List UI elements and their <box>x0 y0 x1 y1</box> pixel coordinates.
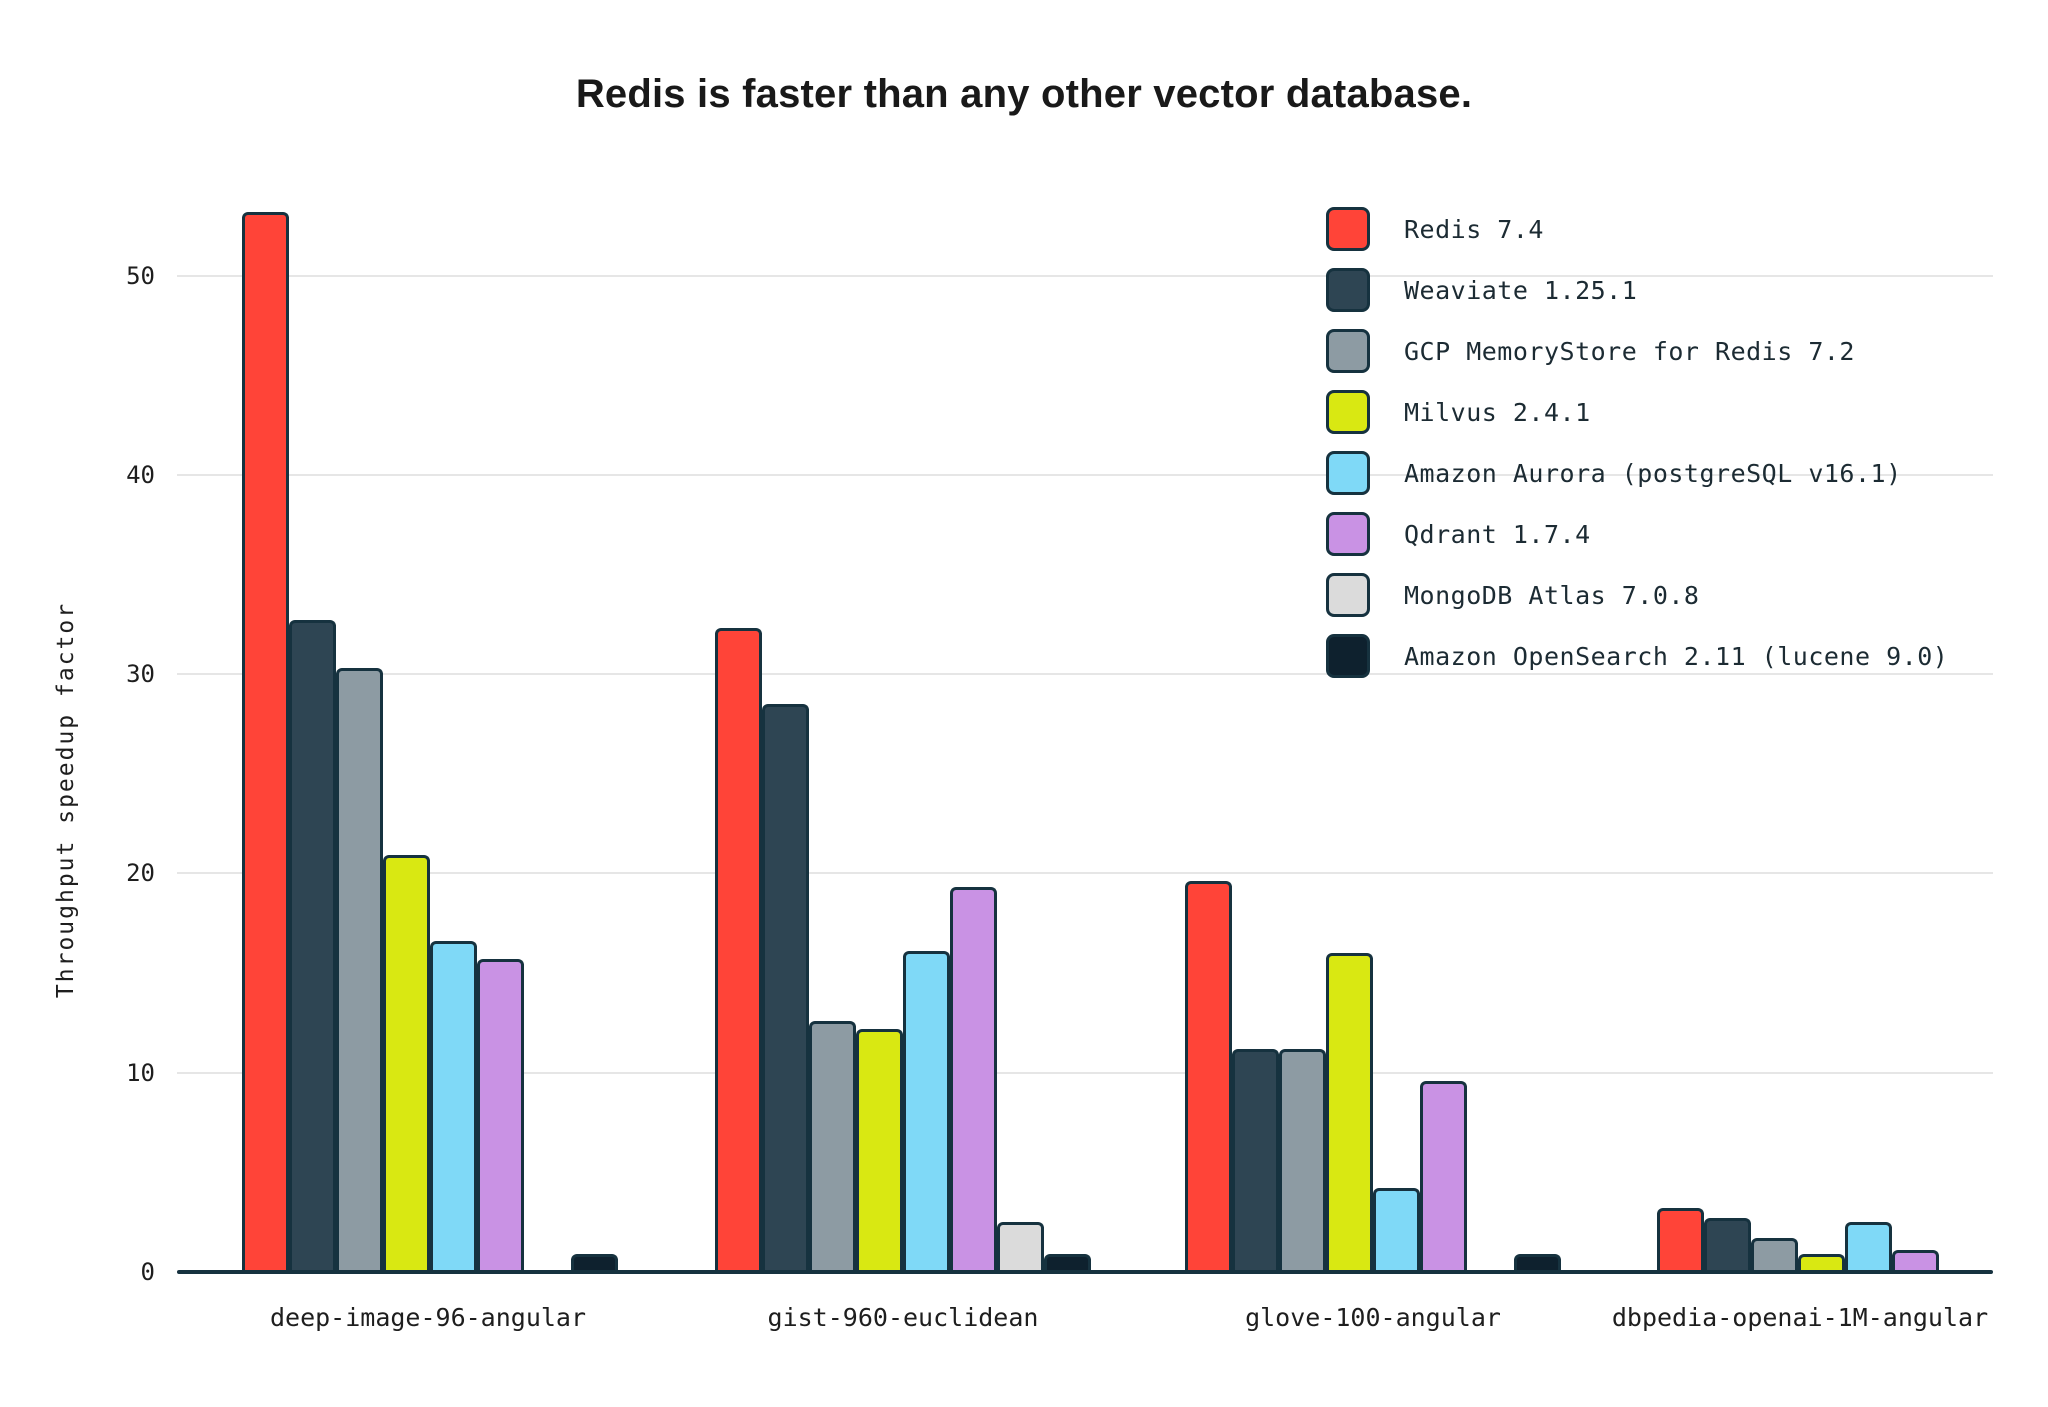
y-tick-label-10: 10 <box>126 1058 155 1087</box>
bar-redis-7-4-glove-100-angular <box>1185 881 1232 1272</box>
legend-label-amazon-aurora-postgresql-v16-1: Amazon Aurora (postgreSQL v16.1) <box>1404 458 1902 488</box>
legend-item-qdrant-1-7-4: Qdrant 1.7.4 <box>1326 512 1948 556</box>
bar-amazon-aurora-postgresql-v16-1-deep-image-96-angular <box>430 941 477 1272</box>
bar-gcp-memorystore-for-redis-7-2-deep-image-96-angular <box>336 668 383 1272</box>
legend-swatch-gcp-memorystore-for-redis-7-2 <box>1326 329 1370 373</box>
legend-swatch-weaviate-1-25-1 <box>1326 268 1370 312</box>
legend-item-mongodb-atlas-7-0-8: MongoDB Atlas 7.0.8 <box>1326 573 1948 617</box>
bar-milvus-2-4-1-glove-100-angular <box>1326 953 1373 1272</box>
gridline-20 <box>177 872 1993 875</box>
gridline-40 <box>177 473 1993 476</box>
y-tick-label-40: 40 <box>126 460 155 489</box>
bar-amazon-opensearch-2-11-lucene-9-0-glove-100-angular <box>1514 1254 1561 1272</box>
legend-item-amazon-aurora-postgresql-v16-1: Amazon Aurora (postgreSQL v16.1) <box>1326 451 1948 495</box>
bar-milvus-2-4-1-gist-960-euclidean <box>856 1029 903 1272</box>
legend-label-qdrant-1-7-4: Qdrant 1.7.4 <box>1404 519 1591 549</box>
chart-title: Redis is faster than any other vector da… <box>575 72 1473 116</box>
legend-label-milvus-2-4-1: Milvus 2.4.1 <box>1404 397 1591 427</box>
bar-redis-7-4-deep-image-96-angular <box>242 212 289 1272</box>
legend-item-redis-7-4: Redis 7.4 <box>1326 207 1948 251</box>
legend-swatch-amazon-aurora-postgresql-v16-1 <box>1326 451 1370 495</box>
legend-item-milvus-2-4-1: Milvus 2.4.1 <box>1326 390 1948 434</box>
bar-redis-7-4-dbpedia-openai-1m-angular <box>1657 1208 1704 1272</box>
legend-label-amazon-opensearch-2-11-lucene-9-0: Amazon OpenSearch 2.11 (lucene 9.0) <box>1404 641 1949 671</box>
legend-swatch-qdrant-1-7-4 <box>1326 512 1370 556</box>
gridline-10 <box>177 1071 1993 1074</box>
bar-weaviate-1-25-1-gist-960-euclidean <box>762 704 809 1272</box>
y-tick-label-50: 50 <box>126 261 155 290</box>
bar-amazon-opensearch-2-11-lucene-9-0-deep-image-96-angular <box>571 1254 618 1272</box>
bar-weaviate-1-25-1-deep-image-96-angular <box>289 620 336 1272</box>
x-axis-label-deep-image-96-angular: deep-image-96-angular <box>269 1303 587 1332</box>
legend-swatch-mongodb-atlas-7-0-8 <box>1326 573 1370 617</box>
x-axis-label-gist-960-euclidean: gist-960-euclidean <box>767 1303 1039 1332</box>
bar-amazon-aurora-postgresql-v16-1-glove-100-angular <box>1373 1188 1420 1272</box>
bar-milvus-2-4-1-deep-image-96-angular <box>383 855 430 1272</box>
bar-weaviate-1-25-1-glove-100-angular <box>1232 1049 1279 1272</box>
bar-qdrant-1-7-4-gist-960-euclidean <box>950 887 997 1272</box>
bar-gcp-memorystore-for-redis-7-2-glove-100-angular <box>1279 1049 1326 1272</box>
legend-label-weaviate-1-25-1: Weaviate 1.25.1 <box>1404 275 1638 305</box>
x-axis-label-dbpedia-openai-1m-angular: dbpedia-openai-1M-angular <box>1611 1303 1989 1332</box>
legend-label-redis-7-4: Redis 7.4 <box>1404 214 1544 244</box>
bar-redis-7-4-gist-960-euclidean <box>715 628 762 1272</box>
x-axis-labels: deep-image-96-angular gist-960-euclidean g… <box>177 1303 1993 1343</box>
y-axis-ticks: 0 10 20 30 40 50 <box>0 160 155 1285</box>
y-tick-label-0: 0 <box>140 1258 155 1286</box>
legend-swatch-redis-7-4 <box>1326 207 1370 251</box>
bar-qdrant-1-7-4-dbpedia-openai-1m-angular <box>1892 1250 1939 1272</box>
bar-gcp-memorystore-for-redis-7-2-gist-960-euclidean <box>809 1021 856 1272</box>
x-axis-line <box>177 1270 1993 1274</box>
bar-gcp-memorystore-for-redis-7-2-dbpedia-openai-1m-angular <box>1751 1238 1798 1272</box>
legend-item-weaviate-1-25-1: Weaviate 1.25.1 <box>1326 268 1948 312</box>
y-tick-label-20: 20 <box>126 859 155 888</box>
legend: Redis 7.4 Weaviate 1.25.1 GCP MemoryStore … <box>1326 207 1948 678</box>
gridline-50 <box>177 274 1993 277</box>
legend-label-mongodb-atlas-7-0-8: MongoDB Atlas 7.0.8 <box>1404 580 1700 610</box>
bar-qdrant-1-7-4-glove-100-angular <box>1420 1081 1467 1272</box>
y-tick-label-30: 30 <box>126 660 155 689</box>
bar-amazon-aurora-postgresql-v16-1-dbpedia-openai-1m-angular <box>1845 1222 1892 1272</box>
legend-item-gcp-memorystore-for-redis-7-2: GCP MemoryStore for Redis 7.2 <box>1326 329 1948 373</box>
legend-swatch-amazon-opensearch-2-11-lucene-9-0 <box>1326 634 1370 678</box>
legend-swatch-milvus-2-4-1 <box>1326 390 1370 434</box>
bar-amazon-aurora-postgresql-v16-1-gist-960-euclidean <box>903 951 950 1272</box>
bar-amazon-opensearch-2-11-lucene-9-0-gist-960-euclidean <box>1044 1254 1091 1272</box>
bar-mongodb-atlas-7-0-8-gist-960-euclidean <box>997 1222 1044 1272</box>
bar-qdrant-1-7-4-deep-image-96-angular <box>477 959 524 1272</box>
bar-weaviate-1-25-1-dbpedia-openai-1m-angular <box>1704 1218 1751 1272</box>
legend-label-gcp-memorystore-for-redis-7-2: GCP MemoryStore for Redis 7.2 <box>1404 336 1855 366</box>
plot-area <box>177 160 1993 1274</box>
legend-item-amazon-opensearch-2-11-lucene-9-0: Amazon OpenSearch 2.11 (lucene 9.0) <box>1326 634 1948 678</box>
bar-milvus-2-4-1-dbpedia-openai-1m-angular <box>1798 1254 1845 1272</box>
gridline-30 <box>177 673 1993 676</box>
x-axis-label-glove-100-angular: glove-100-angular <box>1245 1303 1501 1332</box>
